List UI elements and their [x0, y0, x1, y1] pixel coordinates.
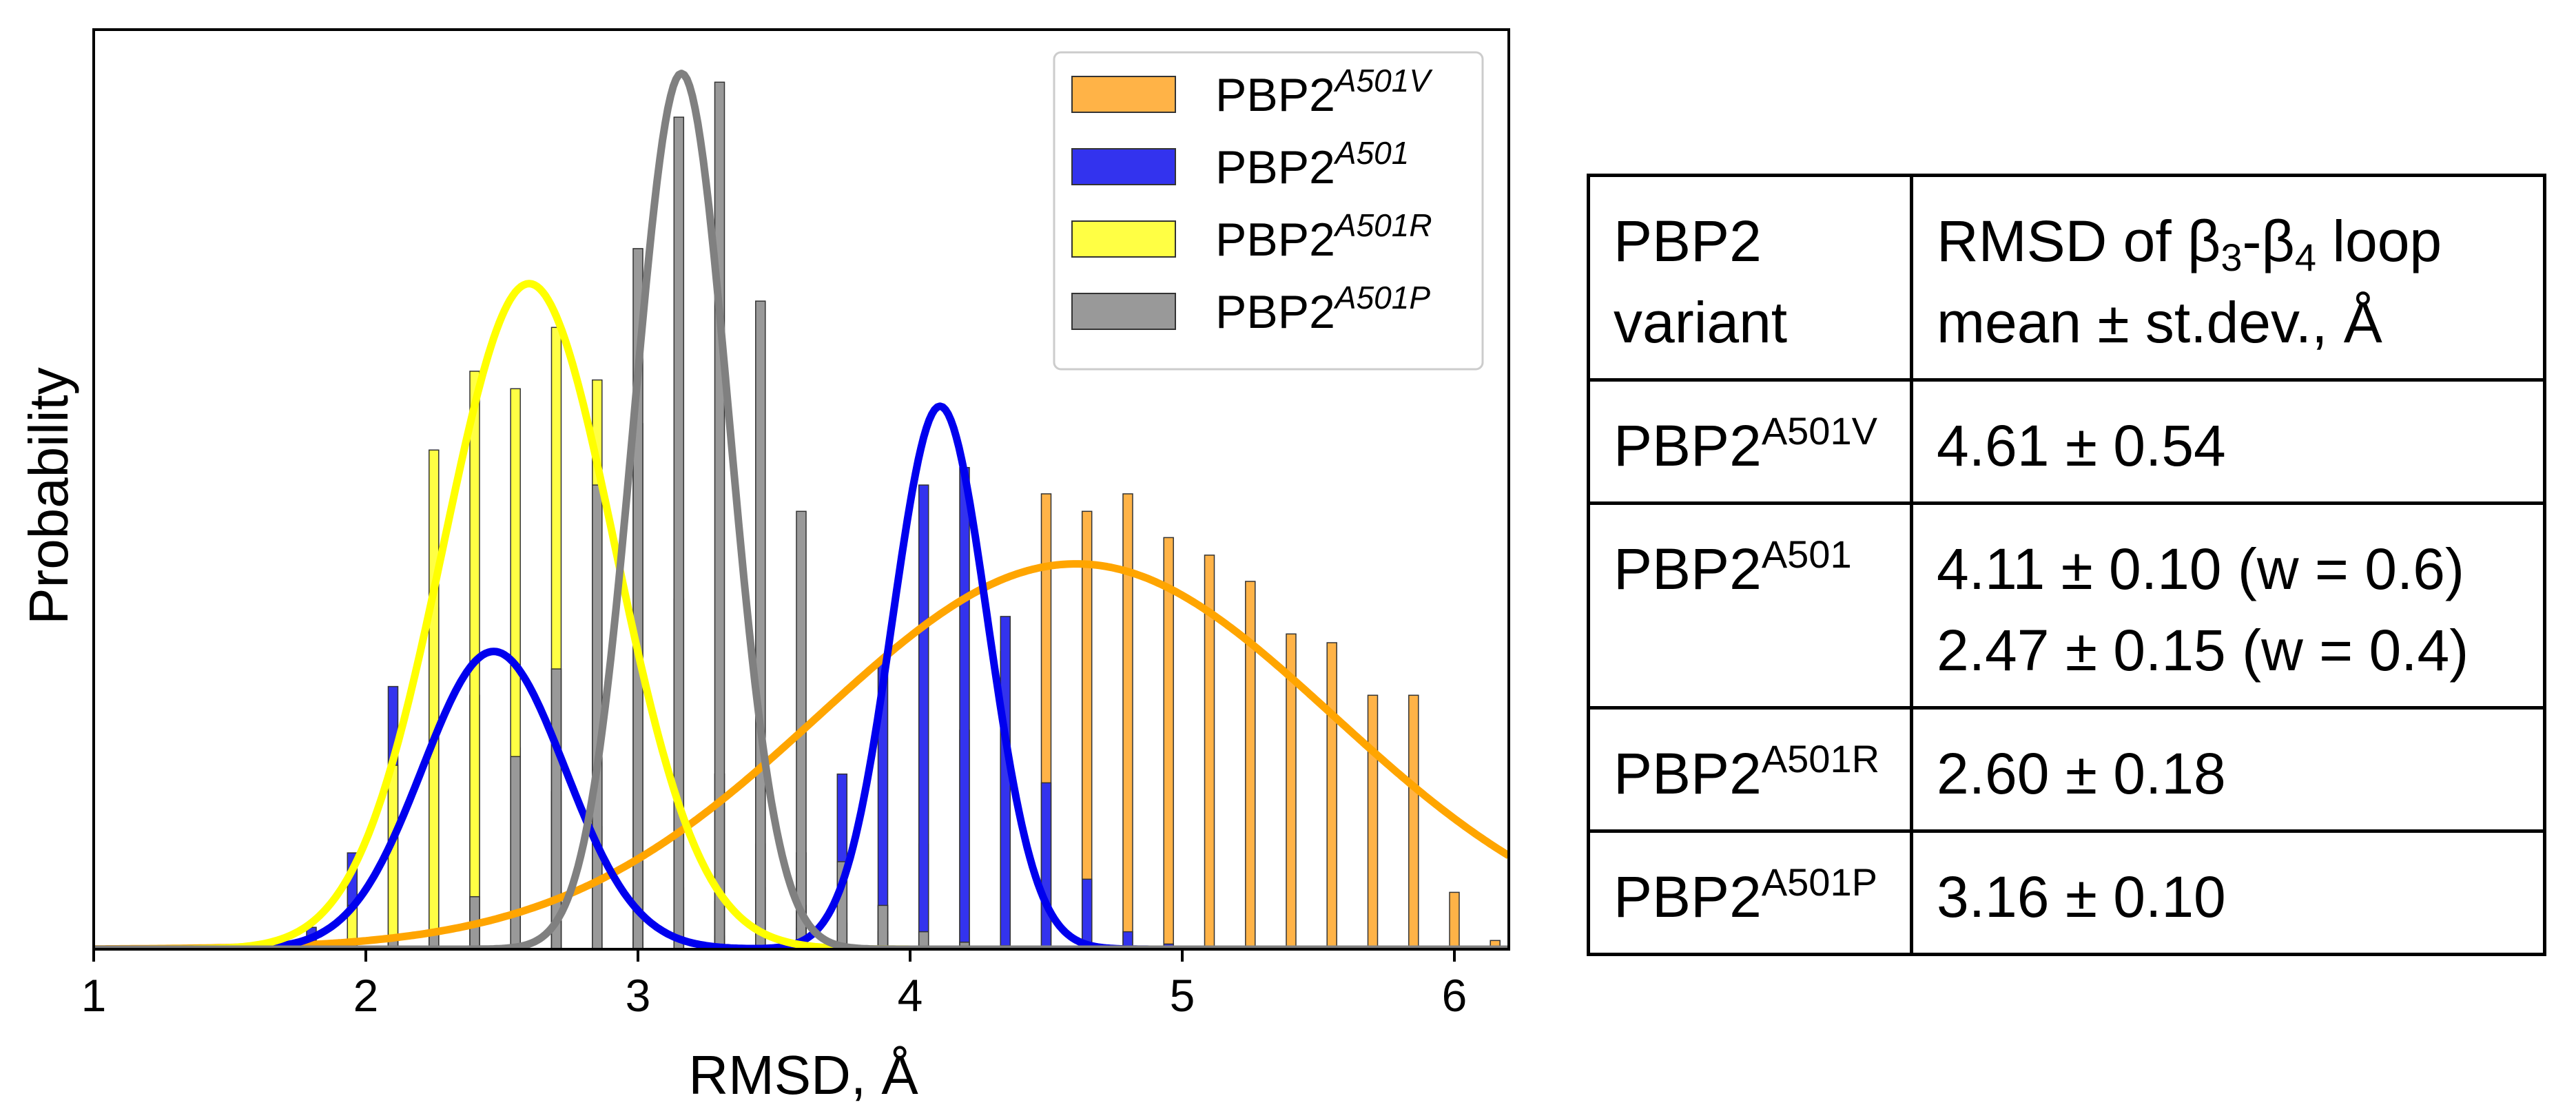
- header-variant-line1: PBP2: [1614, 209, 1762, 273]
- legend-label-pbp2-a501r: PBP2A501R: [1215, 207, 1432, 266]
- bar-pbp2-a501v-17: [1081, 510, 1093, 949]
- bar-pbp2-a501-16: [918, 484, 929, 949]
- x-tick-label-2: 2: [353, 970, 379, 1021]
- bar-pbp2-a501v-24: [1367, 694, 1379, 949]
- plot-frame: [92, 28, 1510, 951]
- header-rmsd-text-a: RMSD of β: [1937, 209, 2221, 273]
- variant-cell: PBP2A501P: [1587, 829, 1913, 956]
- bar-pbp2-a501p-11: [714, 81, 725, 949]
- rmsd-value-cell: 2.60 ± 0.18: [1910, 706, 2546, 833]
- x-axis-label: RMSD, Å: [688, 1044, 918, 1106]
- variant-superscript: A501: [1761, 532, 1852, 577]
- rmsd-value: 4.61 ± 0.54: [1937, 413, 2226, 478]
- fit-curve-pbp2-a501r: [94, 280, 1509, 949]
- x-axis-ticks: 1 2 3 4 5 6: [81, 949, 1467, 1021]
- table-row: PBP2A501 4.11 ± 0.10 (w = 0.6) 2.47 ± 0.15…: [1587, 501, 2546, 710]
- bar-pbp2-a501p-15: [877, 904, 889, 949]
- table-row: PBP2A501V 4.61 ± 0.54: [1587, 378, 2546, 505]
- variant-superscript: A501R: [1761, 737, 1880, 781]
- table-row: PBP2A501P 3.16 ± 0.10: [1587, 829, 2546, 956]
- bar-pbp2-a501v-20: [1204, 555, 1215, 949]
- fit-curve-pbp2-a501p: [94, 70, 1509, 949]
- bar-pbp2-a501v-22: [1286, 633, 1297, 949]
- x-tick-label-5: 5: [1170, 970, 1195, 1021]
- x-tick-label-6: 6: [1442, 970, 1467, 1021]
- x-tick-label-3: 3: [626, 970, 651, 1021]
- legend: PBP2A501V PBP2A501 PBP2A501R PBP2A501P: [1053, 51, 1484, 371]
- rmsd-value: 3.16 ± 0.10: [1937, 865, 2226, 929]
- variant-base: PBP2: [1614, 865, 1762, 929]
- bar-pbp2-a501p-12: [755, 300, 766, 949]
- bar-pbp2-a501-20: [1082, 878, 1093, 949]
- rmsd-value: 4.11 ± 0.10 (w = 0.6): [1937, 537, 2464, 601]
- header-rmsd-cell: RMSD of β3-β4 loop mean ± st.dev., Å: [1910, 174, 2546, 382]
- variant-base: PBP2: [1614, 413, 1762, 478]
- variant-cell: PBP2A501V: [1587, 378, 1913, 505]
- legend-swatch-pbp2-a501r: [1071, 220, 1176, 258]
- variant-superscript: A501P: [1761, 860, 1877, 904]
- legend-swatch-pbp2-a501p: [1071, 293, 1176, 330]
- rmsd-value-cell: 4.61 ± 0.54: [1910, 378, 2546, 505]
- legend-swatch-pbp2-a501v: [1071, 76, 1176, 113]
- variant-base: PBP2: [1614, 741, 1762, 806]
- bar-pbp2-a501v-26: [1449, 891, 1460, 949]
- header-variant-line2: variant: [1614, 290, 1788, 355]
- bar-pbp2-a501p-6: [510, 756, 521, 949]
- bar-pbp2-a501v-19: [1163, 537, 1174, 949]
- bar-pbp2-a501-19: [1040, 782, 1052, 949]
- rmsd-value-cell: 4.11 ± 0.10 (w = 0.6) 2.47 ± 0.15 (w = 0.…: [1910, 501, 2546, 710]
- legend-label-pbp2-a501: PBP2A501: [1215, 135, 1409, 194]
- rmsd-value-cell: 3.16 ± 0.10: [1910, 829, 2546, 956]
- bar-pbp2-a501v-23: [1326, 642, 1337, 949]
- variant-cell: PBP2A501: [1587, 501, 1913, 710]
- bar-pbp2-a501p-10: [673, 116, 685, 949]
- rmsd-value: 2.47 ± 0.15 (w = 0.4): [1937, 618, 2469, 683]
- legend-label-pbp2-a501p: PBP2A501P: [1215, 280, 1430, 338]
- legend-box: [1053, 51, 1484, 371]
- bar-pbp2-a501p-7: [550, 668, 562, 949]
- legend-swatch-pbp2-a501: [1071, 148, 1176, 185]
- header-rmsd-line1: RMSD of β3-β4 loop: [1937, 200, 2522, 282]
- legend-label-pbp2-a501v: PBP2A501V: [1215, 63, 1433, 121]
- x-tick-label-4: 4: [898, 970, 923, 1021]
- table-header-row: PBP2 variant RMSD of β3-β4 loop mean ± s…: [1587, 174, 2546, 382]
- rmsd-value: 2.60 ± 0.18: [1937, 741, 2226, 806]
- bar-pbp2-a501v-21: [1245, 581, 1256, 949]
- table-body: PBP2A501V 4.61 ± 0.54 PBP2A501 4.11 ± 0.10 …: [1587, 378, 2546, 956]
- bar-pbp2-a501-17: [959, 466, 970, 949]
- variant-base: PBP2: [1614, 537, 1762, 601]
- bar-pbp2-a501v-18: [1122, 493, 1133, 949]
- header-variant-cell: PBP2 variant: [1587, 174, 1913, 382]
- x-tick-label-1: 1: [81, 970, 107, 1021]
- header-rmsd-sub-3: 3: [2220, 236, 2243, 279]
- bar-pbp2-a501-18: [1000, 616, 1011, 949]
- header-rmsd-line2: mean ± st.dev., Å: [1937, 290, 2382, 355]
- bar-pbp2-a501v-25: [1408, 694, 1419, 949]
- variant-superscript: A501V: [1761, 409, 1877, 453]
- table-row: PBP2A501R 2.60 ± 0.18: [1587, 706, 2546, 833]
- bar-pbp2-a501r-2: [387, 765, 399, 949]
- variant-cell: PBP2A501R: [1587, 706, 1913, 833]
- summary-table: PBP2 variant RMSD of β3-β4 loop mean ± s…: [1587, 174, 2546, 956]
- fit-curves: [94, 70, 1509, 949]
- header-rmsd-text-c: loop: [2316, 209, 2442, 273]
- header-rmsd-text-b: -β: [2242, 209, 2295, 273]
- bar-pbp2-a501r-3: [429, 449, 440, 949]
- header-rmsd-sub-4: 4: [2294, 236, 2316, 279]
- fit-curve-pbp2-a501v: [94, 560, 1509, 949]
- y-axis-label: Probability: [18, 367, 79, 625]
